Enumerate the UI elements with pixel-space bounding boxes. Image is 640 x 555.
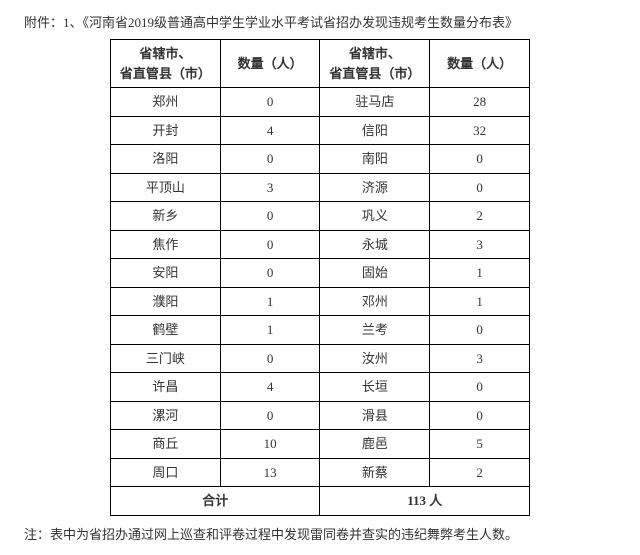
table-row: 三门峡0汝州3 <box>111 344 530 373</box>
table-row: 洛阳0南阳0 <box>111 145 530 174</box>
cell-city-right: 永城 <box>320 230 430 259</box>
cell-count-right: 3 <box>430 230 530 259</box>
table-row: 商丘10鹿邑5 <box>111 430 530 459</box>
cell-city-right: 滑县 <box>320 401 430 430</box>
cell-count-left: 10 <box>220 430 320 459</box>
cell-city-right: 信阳 <box>320 116 430 145</box>
cell-city-right: 济源 <box>320 173 430 202</box>
cell-city-left: 新乡 <box>111 202 221 231</box>
cell-count-left: 0 <box>220 202 320 231</box>
total-row: 合计 113 人 <box>111 487 530 516</box>
cell-city-right: 南阳 <box>320 145 430 174</box>
cell-city-left: 商丘 <box>111 430 221 459</box>
total-label: 合计 <box>111 487 320 516</box>
table-header-row: 省辖市、 省直管县（市） 数量（人） 省辖市、 省直管县（市） 数量（人） <box>111 40 530 88</box>
cell-count-left: 13 <box>220 458 320 487</box>
cell-count-left: 3 <box>220 173 320 202</box>
cell-count-right: 2 <box>430 458 530 487</box>
cell-count-right: 2 <box>430 202 530 231</box>
table-row: 新乡0巩义2 <box>111 202 530 231</box>
cell-city-left: 许昌 <box>111 373 221 402</box>
cell-count-right: 1 <box>430 259 530 288</box>
header-prefix: 附件：1、 <box>24 15 83 30</box>
cell-city-left: 平顶山 <box>111 173 221 202</box>
col-header-count-right: 数量（人） <box>430 40 530 88</box>
table-row: 许昌4长垣0 <box>111 373 530 402</box>
col-header-city-right: 省辖市、 省直管县（市） <box>320 40 430 88</box>
cell-count-right: 0 <box>430 173 530 202</box>
cell-city-left: 焦作 <box>111 230 221 259</box>
table-row: 周口13新蔡2 <box>111 458 530 487</box>
cell-count-right: 1 <box>430 287 530 316</box>
cell-city-left: 濮阳 <box>111 287 221 316</box>
cell-count-left: 0 <box>220 230 320 259</box>
total-value: 113 人 <box>320 487 530 516</box>
attachment-header: 附件：1、《河南省2019级普通高中学生学业水平考试省招办发现违规考生数量分布表… <box>24 12 616 31</box>
cell-count-left: 0 <box>220 401 320 430</box>
cell-city-right: 汝州 <box>320 344 430 373</box>
col-header-count-left: 数量（人） <box>220 40 320 88</box>
footnote: 注：表中为省招办通过网上巡查和评卷过程中发现雷同卷并查实的违纪舞弊考生人数。 <box>24 524 616 543</box>
cell-city-left: 开封 <box>111 116 221 145</box>
cell-count-right: 28 <box>430 88 530 117</box>
cell-city-right: 新蔡 <box>320 458 430 487</box>
table-row: 平顶山3济源0 <box>111 173 530 202</box>
cell-city-left: 鹤壁 <box>111 316 221 345</box>
cell-city-left: 三门峡 <box>111 344 221 373</box>
cell-count-right: 3 <box>430 344 530 373</box>
cell-count-left: 0 <box>220 259 320 288</box>
table-row: 郑州0驻马店28 <box>111 88 530 117</box>
cell-count-left: 1 <box>220 316 320 345</box>
cell-count-right: 5 <box>430 430 530 459</box>
table-row: 安阳0固始1 <box>111 259 530 288</box>
cell-count-right: 0 <box>430 316 530 345</box>
table-row: 鹤壁1兰考0 <box>111 316 530 345</box>
distribution-table: 省辖市、 省直管县（市） 数量（人） 省辖市、 省直管县（市） 数量（人） 郑州… <box>110 39 530 516</box>
cell-count-left: 0 <box>220 88 320 117</box>
footnote-text: 表中为省招办通过网上巡查和评卷过程中发现雷同卷并查实的违纪舞弊考生人数。 <box>50 527 518 542</box>
cell-count-right: 0 <box>430 145 530 174</box>
table-row: 漯河0滑县0 <box>111 401 530 430</box>
cell-city-right: 驻马店 <box>320 88 430 117</box>
cell-city-right: 固始 <box>320 259 430 288</box>
cell-city-right: 邓州 <box>320 287 430 316</box>
cell-city-left: 安阳 <box>111 259 221 288</box>
header-title: 《河南省2019级普通高中学生学业水平考试省招办发现违规考生数量分布表》 <box>83 15 519 30</box>
cell-city-right: 鹿邑 <box>320 430 430 459</box>
col-header-city-left: 省辖市、 省直管县（市） <box>111 40 221 88</box>
cell-city-right: 长垣 <box>320 373 430 402</box>
cell-count-left: 4 <box>220 373 320 402</box>
cell-count-right: 0 <box>430 401 530 430</box>
cell-count-right: 32 <box>430 116 530 145</box>
cell-city-left: 漯河 <box>111 401 221 430</box>
cell-count-right: 0 <box>430 373 530 402</box>
cell-city-left: 洛阳 <box>111 145 221 174</box>
cell-count-left: 4 <box>220 116 320 145</box>
cell-city-left: 郑州 <box>111 88 221 117</box>
cell-count-left: 1 <box>220 287 320 316</box>
cell-count-left: 0 <box>220 145 320 174</box>
cell-city-right: 巩义 <box>320 202 430 231</box>
table-row: 开封4信阳32 <box>111 116 530 145</box>
table-row: 濮阳1邓州1 <box>111 287 530 316</box>
cell-city-right: 兰考 <box>320 316 430 345</box>
footnote-label: 注： <box>24 527 50 542</box>
table-row: 焦作0永城3 <box>111 230 530 259</box>
cell-count-left: 0 <box>220 344 320 373</box>
cell-city-left: 周口 <box>111 458 221 487</box>
